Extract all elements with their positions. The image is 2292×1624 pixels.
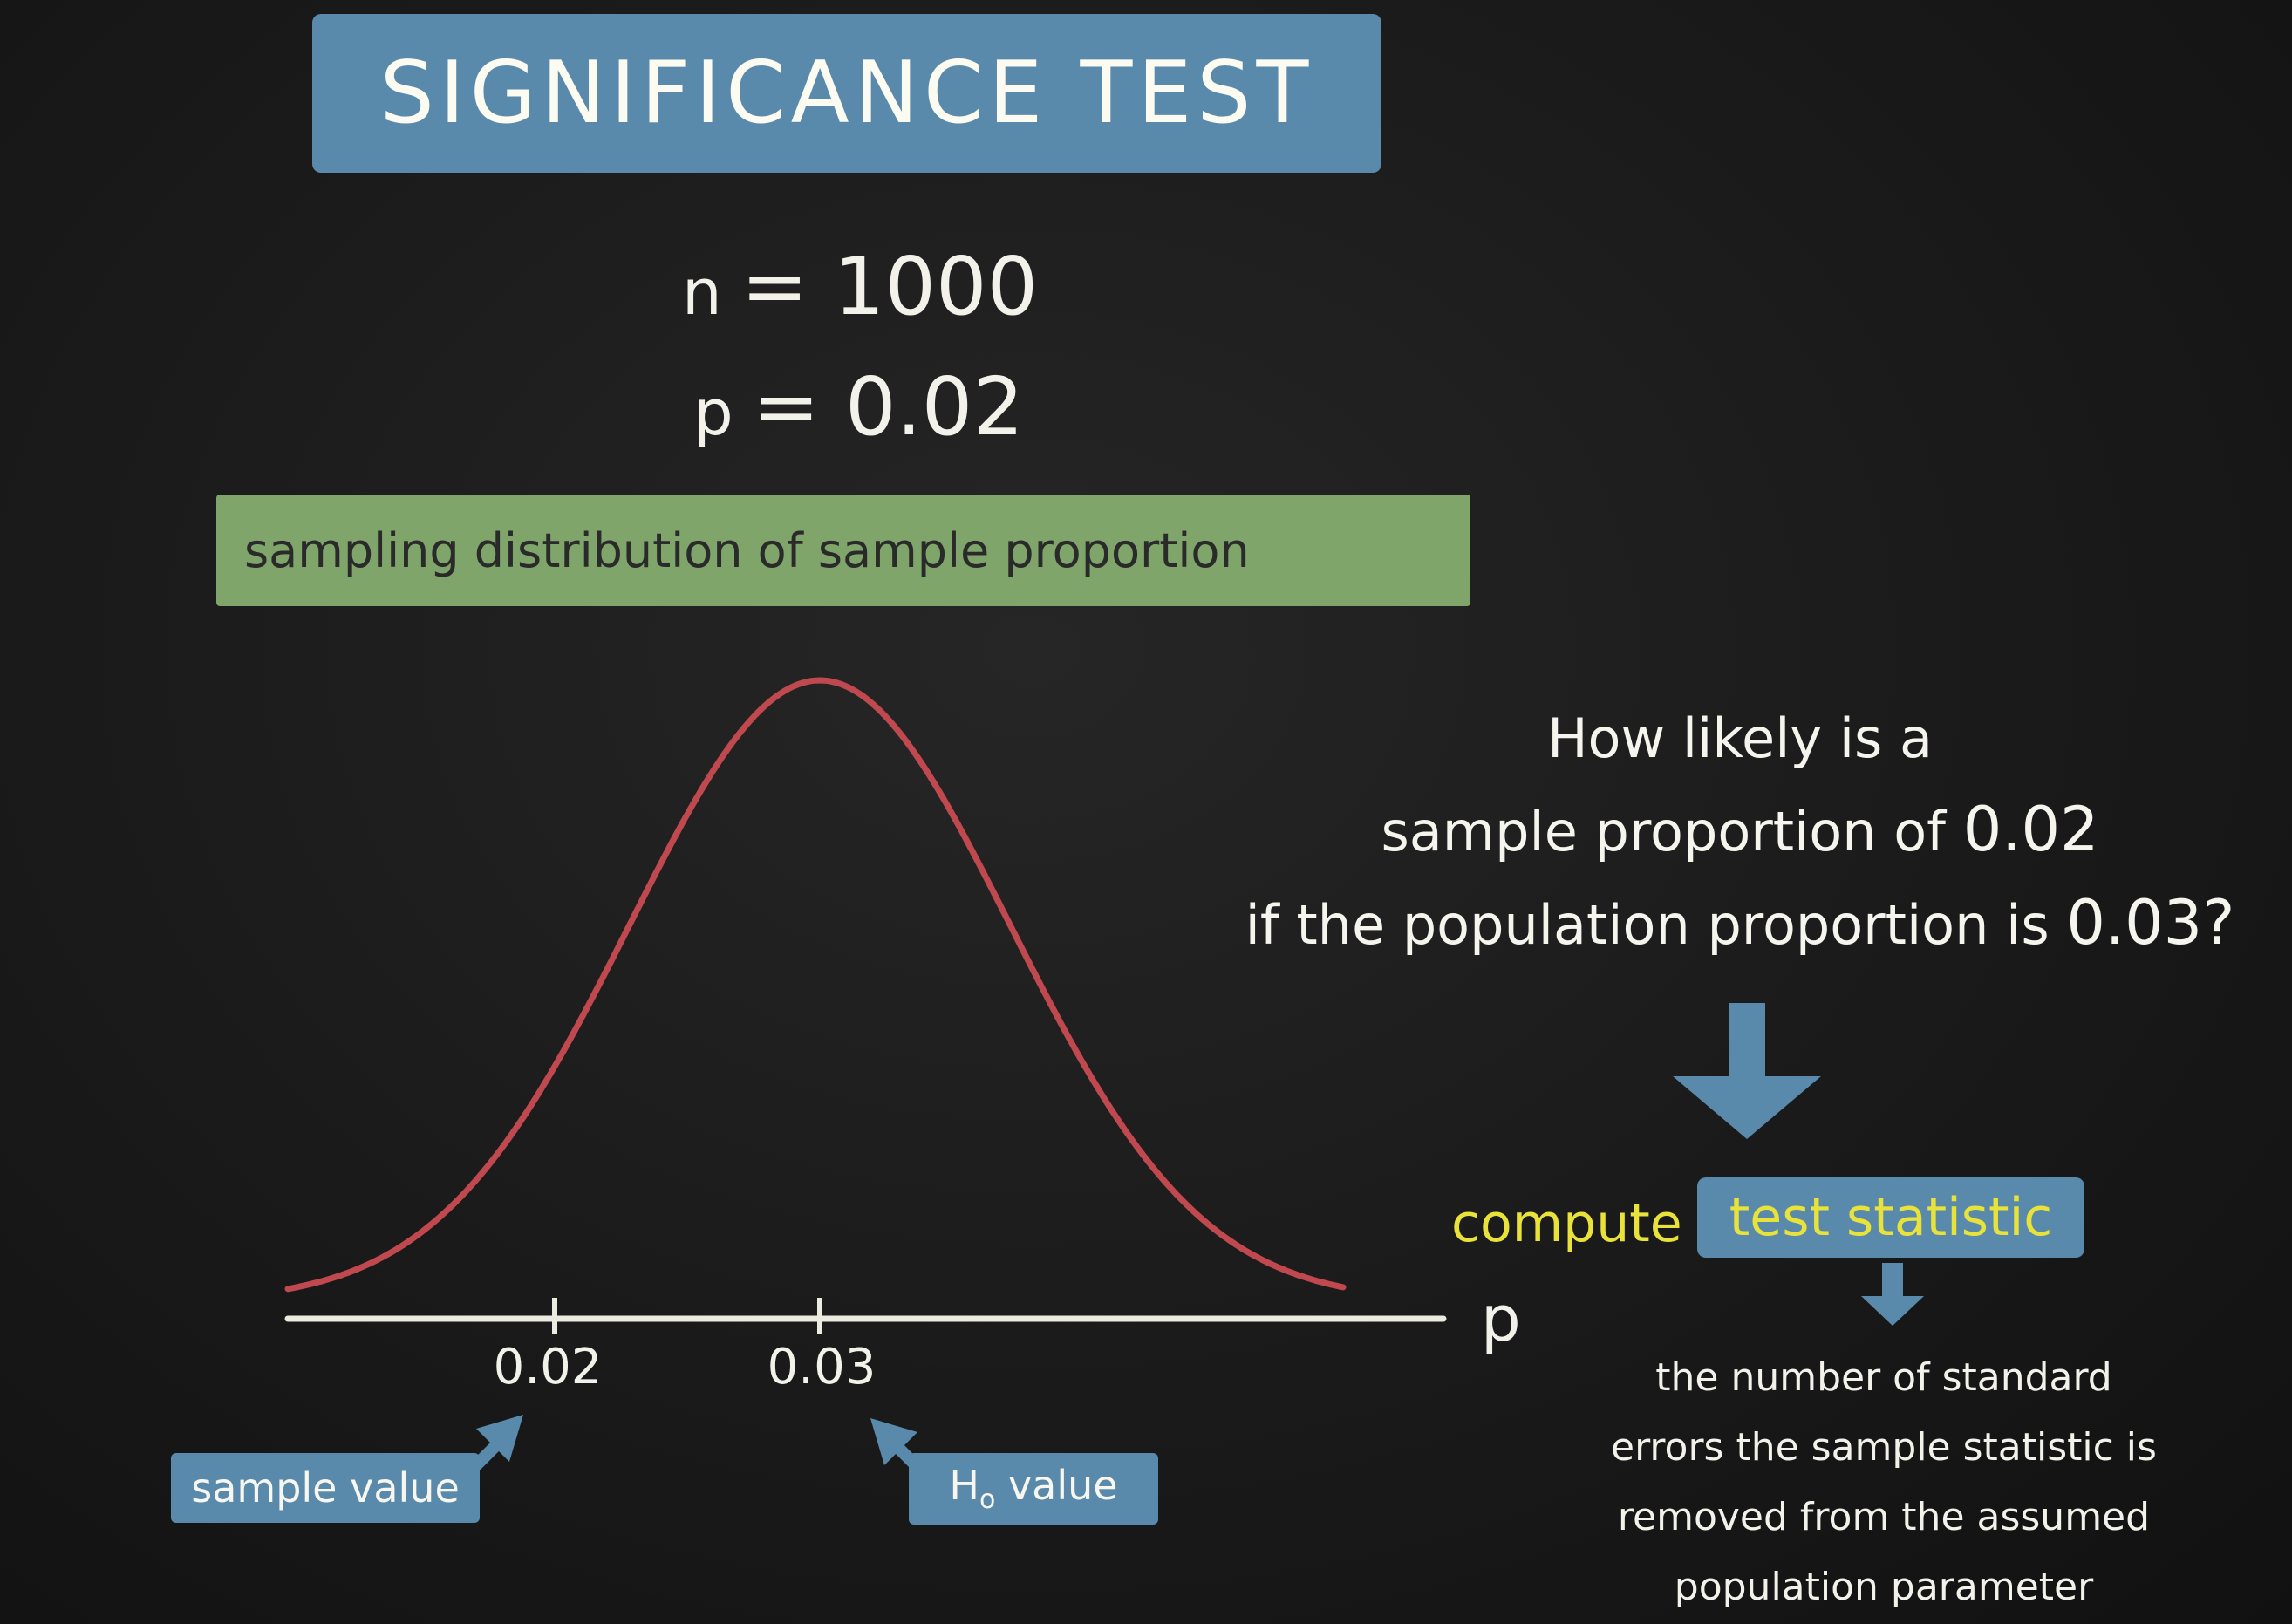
param-p: p = 0.02: [693, 360, 1024, 454]
p-symbol: p: [693, 376, 733, 449]
question-line-1: How likely is a: [1546, 706, 1934, 770]
down-arrow-icon: [1673, 1003, 1821, 1139]
test-statistic-box: test statistic: [1697, 1177, 2084, 1258]
explanation-line-1: the number of standard: [1655, 1355, 2112, 1400]
n-symbol: n: [682, 256, 722, 329]
h0-value-tag: Ho value: [909, 1453, 1158, 1525]
tick-label-0.02: 0.02: [493, 1339, 603, 1395]
distribution-label-text: sampling distribution of sample proporti…: [244, 522, 1250, 578]
sample-value-tag: sample value: [171, 1453, 480, 1523]
x-axis-label: p: [1481, 1282, 1521, 1355]
p-value: = 0.02: [752, 360, 1024, 454]
title-banner: SIGNIFICANCE TEST: [312, 14, 1381, 173]
normal-curve: [284, 677, 1347, 1293]
question-line-3: if the population proportion is 0.03?: [1245, 887, 2235, 959]
compute-label: compute: [1451, 1193, 1682, 1254]
test-statistic-explanation: the number of standard errors the sample…: [1535, 1343, 2233, 1622]
h0-value-text: Ho value: [949, 1462, 1118, 1516]
explanation-line-2: errors the sample statistic is: [1611, 1425, 2157, 1470]
question-text: How likely is a sample proportion of 0.0…: [1221, 693, 2259, 971]
page-title: SIGNIFICANCE TEST: [379, 44, 1314, 143]
question-line-2: sample proportion of 0.02: [1381, 794, 2099, 865]
sample-value-text: sample value: [191, 1464, 460, 1511]
param-n: n = 1000: [682, 240, 1038, 333]
explanation-line-4: population parameter: [1674, 1565, 2094, 1609]
explanation-line-3: removed from the assumed: [1617, 1495, 2151, 1539]
tick-label-0.03: 0.03: [767, 1339, 877, 1395]
distribution-label: sampling distribution of sample proporti…: [216, 495, 1470, 606]
n-value: = 1000: [740, 240, 1039, 333]
small-down-arrow-icon: [1861, 1263, 1924, 1326]
test-statistic-text: test statistic: [1729, 1187, 2053, 1248]
